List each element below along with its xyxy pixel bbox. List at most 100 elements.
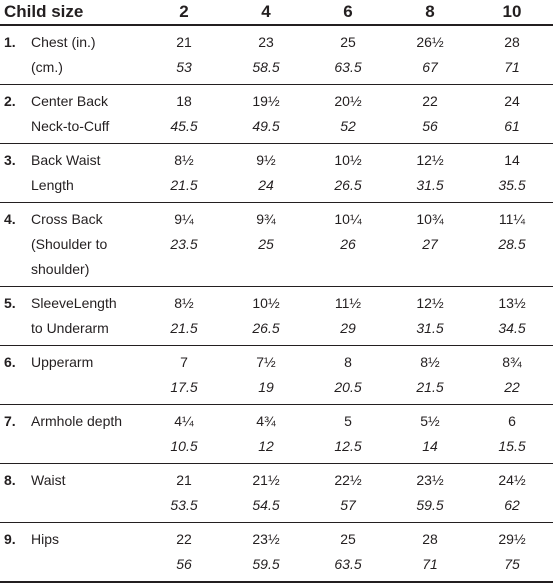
inches-value: 23½ [252,531,280,547]
cm-value: 12.5 [334,438,362,454]
table-body: 1. Chest (in.) (cm.) 21 53 23 58.5 25 63.5 26½ 67 2… [0,25,553,582]
measurement-value-cell: 29½ 75 [471,523,553,583]
row-number: 1. [4,34,16,50]
inches-value: 5 [344,413,352,429]
inches-value: 25 [340,531,356,547]
inches-value: 21 [176,472,192,488]
header-size: 10 [471,0,553,26]
measurement-value-cell: 10½ 26.5 [307,144,389,203]
measurement-value-cell: 5½ 14 [389,405,471,464]
cm-value: 71 [504,59,520,75]
row-number: 4. [4,211,16,227]
measurement-label-line: Chest (in.) [31,34,96,50]
measurement-value-cell: 21 53 [143,25,225,85]
cm-value: 29 [340,320,356,336]
cm-value: 23.5 [170,236,198,252]
inches-value: 7 [180,354,188,370]
measurement-row: 8. Waist 21 53.5 21½ 54.5 22½ 57 23½ 59.5 24½ 62 [0,464,553,523]
measurement-label-cell: 6. Upperarm [0,346,143,405]
cm-value: 24 [258,177,274,193]
cm-value: 28.5 [498,236,526,252]
measurement-value-cell: 10¾ 27 [389,203,471,287]
inches-value: 9¾ [256,211,276,227]
measurement-value-cell: 14 35.5 [471,144,553,203]
measurement-label-line: to Underarm [31,320,109,336]
row-number: 8. [4,472,16,488]
measurement-row: 4. Cross Back (Shoulder to shoulder) 9¼ 23.5 9… [0,203,553,287]
inches-value: 12½ [416,295,444,311]
cm-value: 21.5 [170,177,198,193]
cm-value: 61 [504,118,520,134]
measurement-value-cell: 13½ 34.5 [471,287,553,346]
measurement-value-cell: 26½ 67 [389,25,471,85]
measurement-value-cell: 10¼ 26 [307,203,389,287]
measurement-label-line: Upperarm [31,354,94,370]
cm-value: 59.5 [252,556,280,572]
cm-value: 34.5 [498,320,526,336]
cm-value: 53 [176,59,192,75]
inches-value: 25 [340,34,356,50]
cm-value: 56 [422,118,438,134]
measurement-label-cell: 9. Hips [0,523,143,583]
inches-value: 22 [422,93,438,109]
inches-value: 28 [422,531,438,547]
row-number: 9. [4,531,16,547]
measurement-label-line: Cross Back [31,211,103,227]
inches-value: 10¼ [334,211,362,227]
cm-value: 45.5 [170,118,198,134]
cm-value: 12 [258,438,274,454]
measurement-value-cell: 20½ 52 [307,85,389,144]
row-number: 3. [4,152,16,168]
header-size: 4 [225,0,307,26]
cm-value: 15.5 [498,438,526,454]
measurement-value-cell: 8¾ 22 [471,346,553,405]
measurement-row: 6. Upperarm 7 17.5 7½ 19 8 20.5 8½ 21.5 8¾ 22 [0,346,553,405]
inches-value: 24 [504,93,520,109]
cm-value: 56 [176,556,192,572]
measurement-label-line: Length [31,177,74,193]
cm-value: 25 [258,236,274,252]
inches-value: 8½ [174,152,194,168]
measurement-row: 1. Chest (in.) (cm.) 21 53 23 58.5 25 63.5 26½ 67 2… [0,25,553,85]
measurement-value-cell: 9¼ 23.5 [143,203,225,287]
measurement-label-line: shoulder) [31,261,90,277]
cm-value: 58.5 [252,59,280,75]
cm-value: 63.5 [334,556,362,572]
inches-value: 28 [504,34,520,50]
measurement-value-cell: 25 63.5 [307,25,389,85]
measurement-label-cell: 4. Cross Back (Shoulder to shoulder) [0,203,143,287]
measurement-label-cell: 7. Armhole depth [0,405,143,464]
inches-value: 9¼ [174,211,194,227]
measurement-label-cell: 8. Waist [0,464,143,523]
inches-value: 14 [504,152,520,168]
measurement-value-cell: 19½ 49.5 [225,85,307,144]
measurement-value-cell: 7½ 19 [225,346,307,405]
header-row: Child size 2 4 6 8 10 [0,0,553,26]
cm-value: 53.5 [170,497,198,513]
cm-value: 17.5 [170,379,198,395]
measurement-label-line: Armhole depth [31,413,123,429]
measurement-value-cell: 11¼ 28.5 [471,203,553,287]
header-size: 2 [143,0,225,26]
inches-value: 7½ [256,354,276,370]
measurement-value-cell: 6 15.5 [471,405,553,464]
measurement-value-cell: 9½ 24 [225,144,307,203]
inches-value: 11½ [334,295,362,311]
measurement-value-cell: 8 20.5 [307,346,389,405]
measurement-row: 9. Hips 22 56 23½ 59.5 25 63.5 28 71 29½ 75 [0,523,553,583]
measurement-label-line: (cm.) [31,59,63,75]
measurement-value-cell: 24 61 [471,85,553,144]
inches-value: 8½ [420,354,440,370]
cm-value: 26.5 [334,177,362,193]
inches-value: 22 [176,531,192,547]
inches-value: 8½ [174,295,194,311]
cm-value: 20.5 [334,379,362,395]
cm-value: 31.5 [416,177,444,193]
cm-value: 27 [422,236,438,252]
row-number: 5. [4,295,16,311]
measurement-value-cell: 23 58.5 [225,25,307,85]
measurement-value-cell: 28 71 [389,523,471,583]
inches-value: 24½ [498,472,526,488]
measurement-value-cell: 25 63.5 [307,523,389,583]
